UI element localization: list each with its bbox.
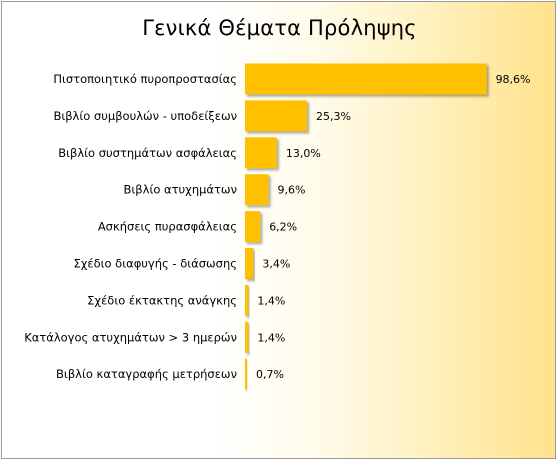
- value-label: 13,0%: [286, 147, 321, 160]
- bar: [245, 100, 307, 132]
- value-label: 25,3%: [316, 110, 351, 123]
- value-label: 6,2%: [269, 221, 297, 234]
- bar: [245, 284, 249, 316]
- bar: [245, 137, 277, 169]
- bar: [245, 358, 247, 390]
- category-label: Βιβλίο συστημάτων ασφάλειας: [58, 146, 237, 160]
- value-label: 9,6%: [278, 184, 306, 197]
- value-label: 3,4%: [262, 258, 290, 271]
- value-label: 0,7%: [256, 368, 284, 381]
- category-label: Σχέδιο διαφυγής - διάσωσης: [73, 257, 237, 271]
- category-label: Σχέδιο έκτακτης ανάγκης: [87, 293, 237, 307]
- category-label: Βιβλίο καταγραφής μετρήσεων: [56, 367, 237, 381]
- bar: [245, 174, 269, 206]
- category-label: Πιστοποιητικό πυροπροστασίας: [53, 72, 237, 86]
- bar: [245, 248, 254, 279]
- value-label: 98,6%: [496, 73, 531, 86]
- bar: [245, 211, 261, 243]
- bar: [245, 63, 487, 95]
- chart-title: Γενικά Θέματα Πρόληψης: [142, 16, 417, 40]
- bar: [245, 321, 249, 353]
- category-label: Βιβλίο ατυχημάτων: [124, 183, 237, 197]
- category-label: Βιβλίο συμβουλών - υποδείξεων: [53, 109, 237, 123]
- value-label: 1,4%: [257, 331, 285, 344]
- value-label: 1,4%: [257, 294, 285, 307]
- category-label: Κατάλογος ατυχημάτων > 3 ημερών: [24, 330, 237, 344]
- category-label: Ασκήσεις πυρασφάλειας: [98, 220, 237, 234]
